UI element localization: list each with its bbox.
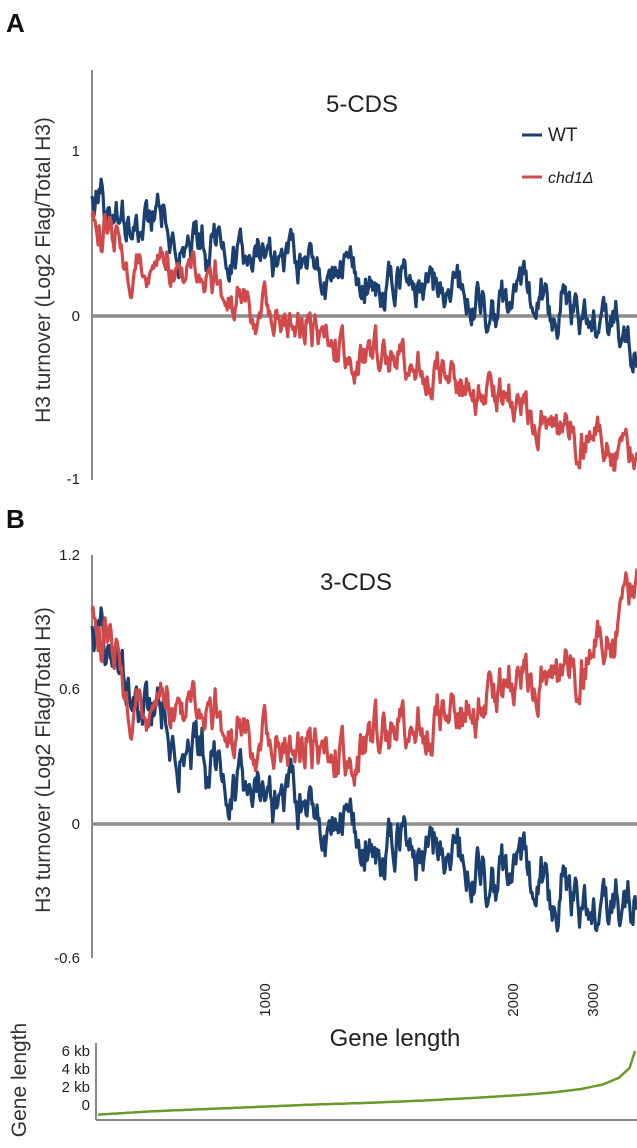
panel-a-ytick: -1	[67, 471, 80, 488]
panel-a-title: 5-CDS	[326, 91, 398, 118]
x-tick-label: 3000	[585, 983, 602, 1016]
gene-panel-ytick: 4 kb	[62, 1061, 90, 1078]
panel-a-letter: A	[6, 8, 25, 38]
x-tick-label: 2000	[505, 983, 522, 1016]
panel-b-ytick: 0.6	[59, 681, 80, 698]
series-line-chd1	[90, 210, 637, 472]
series-line-wt	[90, 606, 637, 933]
panel-a-y-label: H3 turnover (Log2 Flag/Total H3)	[32, 117, 55, 423]
panel-b-plot	[90, 568, 637, 933]
x-tick-label: 1000	[257, 983, 274, 1016]
gene-panel-ytick: 2 kb	[62, 1079, 90, 1096]
gene-panel-ytick: 0	[82, 1097, 90, 1114]
panel-a-ytick: 1	[72, 143, 80, 160]
panel-b-title: 3-CDS	[320, 569, 392, 596]
gene-panel-title: Gene length	[330, 1025, 461, 1052]
legend-wt-label: WT	[548, 125, 578, 146]
series-line-wt	[90, 177, 637, 374]
panel-b-ytick: 0	[72, 816, 80, 833]
series-line-gene-length	[97, 1050, 637, 1116]
panel-b-y-label: H3 turnover (Log2 Flag/Total H3)	[32, 607, 55, 913]
gene-panel-y-label: Gene length	[8, 1023, 31, 1137]
panel-b-ytick: 1.2	[59, 547, 80, 564]
panel-b-letter: B	[6, 504, 25, 534]
panel-b-ytick: -0.6	[54, 950, 80, 967]
panel-a-ytick: 0	[72, 308, 80, 325]
series-line-chd1	[90, 568, 637, 787]
gene-panel-plot	[97, 1050, 637, 1116]
legend-chd1-label: chd1Δ	[548, 170, 593, 187]
gene-panel-ytick: 6 kb	[62, 1043, 90, 1060]
panel-a-plot	[90, 177, 637, 472]
